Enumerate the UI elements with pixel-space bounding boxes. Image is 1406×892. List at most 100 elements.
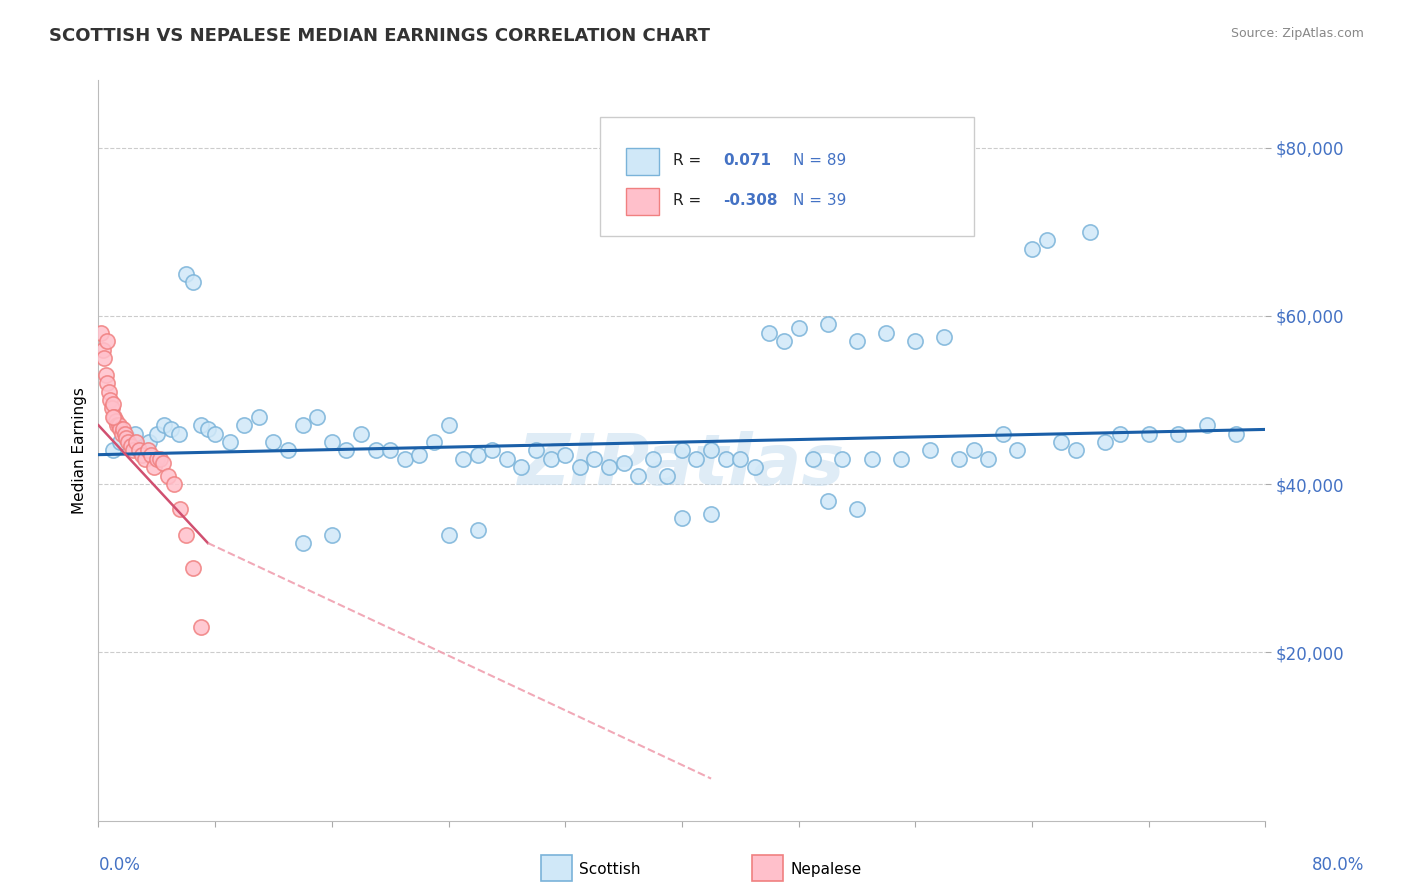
Point	[554, 448, 576, 462]
Point	[122, 443, 145, 458]
Point	[700, 507, 723, 521]
Point	[671, 443, 693, 458]
Point	[977, 451, 1000, 466]
Point	[496, 451, 519, 466]
Point	[1064, 443, 1087, 458]
Point	[568, 460, 591, 475]
Point	[103, 409, 125, 424]
Point	[157, 468, 180, 483]
Point	[1137, 426, 1160, 441]
Point	[730, 451, 752, 466]
Point	[101, 397, 124, 411]
Point	[146, 426, 169, 441]
Point	[138, 435, 160, 450]
Point	[97, 384, 120, 399]
Point	[598, 460, 620, 475]
Point	[98, 392, 121, 407]
Point	[117, 435, 139, 450]
Point	[277, 443, 299, 458]
Point	[197, 422, 219, 436]
Point	[380, 443, 402, 458]
Point	[117, 431, 139, 445]
Text: Nepalese: Nepalese	[790, 863, 862, 877]
Text: N = 39: N = 39	[793, 193, 846, 208]
Point	[218, 435, 240, 450]
Text: Source: ZipAtlas.com: Source: ZipAtlas.com	[1230, 27, 1364, 40]
Point	[641, 451, 664, 466]
Point	[96, 376, 118, 391]
Text: -0.308: -0.308	[723, 193, 778, 208]
Point	[918, 443, 941, 458]
Point	[671, 510, 693, 524]
Point	[1050, 435, 1073, 450]
Point	[204, 426, 226, 441]
Point	[991, 426, 1014, 441]
Point	[904, 334, 927, 348]
Point	[524, 443, 547, 458]
Point	[583, 451, 606, 466]
Point	[181, 275, 204, 289]
Point	[163, 477, 186, 491]
Point	[174, 527, 197, 541]
Point	[1080, 225, 1102, 239]
Point	[744, 460, 766, 475]
Point	[714, 451, 737, 466]
Point	[467, 524, 489, 538]
Point	[846, 334, 869, 348]
Point	[1035, 233, 1057, 247]
Point	[467, 448, 489, 462]
Point	[142, 460, 165, 475]
Y-axis label: Median Earnings: Median Earnings	[72, 387, 87, 514]
Point	[139, 448, 162, 462]
Point	[685, 451, 707, 466]
Point	[934, 330, 956, 344]
Point	[481, 443, 503, 458]
Point	[423, 435, 446, 450]
Text: 0.071: 0.071	[723, 153, 770, 168]
Point	[152, 456, 174, 470]
Point	[169, 502, 191, 516]
Point	[114, 426, 136, 441]
Point	[291, 418, 314, 433]
Point	[190, 620, 212, 634]
Point	[128, 443, 150, 458]
Point	[510, 460, 533, 475]
Point	[860, 451, 883, 466]
FancyBboxPatch shape	[626, 148, 658, 175]
Point	[115, 431, 138, 445]
Point	[437, 418, 460, 433]
Point	[110, 422, 132, 436]
Point	[700, 443, 723, 458]
Point	[105, 418, 128, 433]
Point	[160, 422, 183, 436]
Point	[321, 527, 343, 541]
Point	[174, 267, 197, 281]
Point	[91, 343, 114, 357]
Point	[101, 409, 124, 424]
Point	[350, 426, 373, 441]
Text: SCOTTISH VS NEPALESE MEDIAN EARNINGS CORRELATION CHART: SCOTTISH VS NEPALESE MEDIAN EARNINGS COR…	[49, 27, 710, 45]
Point	[307, 409, 329, 424]
Point	[131, 443, 153, 458]
Point	[1108, 426, 1130, 441]
Point	[612, 456, 634, 470]
Text: ZIPatlas: ZIPatlas	[519, 431, 845, 500]
Point	[101, 443, 124, 458]
Point	[90, 326, 112, 340]
Point	[627, 468, 650, 483]
Point	[94, 368, 117, 382]
Point	[540, 451, 562, 466]
Point	[100, 401, 122, 416]
Point	[437, 527, 460, 541]
Point	[181, 561, 204, 575]
Point	[247, 409, 270, 424]
Point	[1094, 435, 1116, 450]
Point	[146, 451, 169, 466]
Text: N = 89: N = 89	[793, 153, 846, 168]
Point	[364, 443, 387, 458]
Point	[758, 326, 780, 340]
Point	[1007, 443, 1029, 458]
Point	[131, 448, 153, 462]
Point	[1021, 242, 1043, 256]
Point	[451, 451, 474, 466]
